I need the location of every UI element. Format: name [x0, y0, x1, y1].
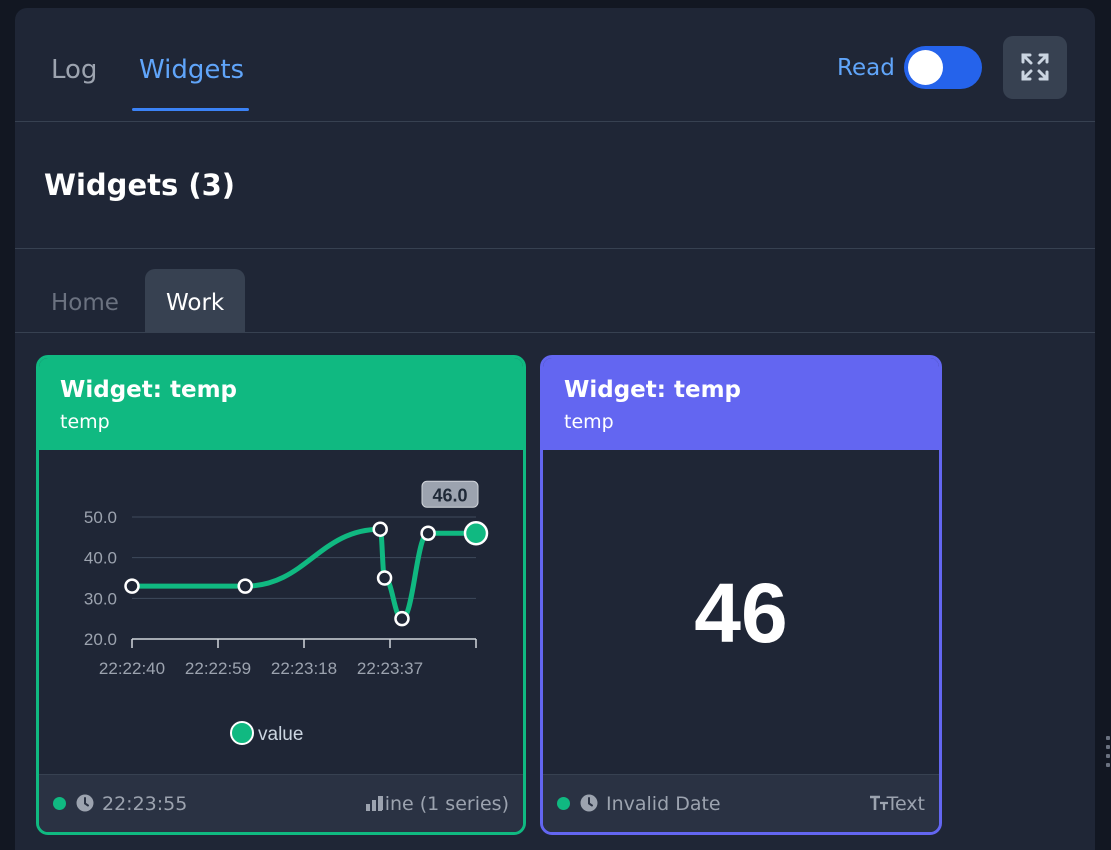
divider	[15, 248, 1095, 249]
x-tick-label: 22:22:40	[99, 659, 165, 678]
top-bar: Log Widgets Read	[15, 8, 1095, 122]
section-title: Widgets (3)	[44, 168, 236, 202]
subtab-work[interactable]: Work	[166, 290, 225, 316]
status-dot	[53, 797, 66, 810]
clock-icon	[76, 794, 94, 812]
expand-icon	[1021, 53, 1049, 81]
value-label: 46.0	[432, 485, 467, 505]
text-type-icon	[870, 795, 888, 810]
read-toggle-label: Read	[837, 55, 895, 81]
widget-subtitle: temp	[60, 411, 110, 433]
x-tick-label: 22:23:37	[357, 659, 423, 678]
data-point	[124, 578, 140, 594]
widget-card-header: Widget: temp temp	[39, 358, 523, 450]
series-line	[129, 526, 479, 622]
bar-chart-icon	[366, 796, 382, 811]
legend-label: value	[258, 724, 303, 745]
widget-subtitle: temp	[564, 411, 614, 433]
widget-value: 46	[694, 566, 788, 660]
data-point	[463, 521, 489, 546]
widgets-panel: Log Widgets Read Widgets (3) Home Work W…	[15, 8, 1095, 850]
last-updated-time: 22:23:55	[102, 793, 188, 815]
data-point	[372, 521, 388, 537]
line-chart: 20.0 30.0 40.0 50.0 22:22:40 22:22:59 22:23:18…	[84, 480, 489, 745]
scrollbar-handle[interactable]	[1106, 736, 1110, 770]
widget-card-header: Widget: temp temp	[543, 358, 939, 450]
toggle-knob	[908, 50, 943, 85]
widget-card-text[interactable]: Widget: temp temp 46 Invalid Date Text	[540, 355, 942, 835]
tab-log[interactable]: Log	[51, 55, 98, 85]
subtab-work-background[interactable]	[145, 269, 245, 333]
last-updated-time: Invalid Date	[606, 793, 721, 815]
divider	[15, 332, 1095, 333]
value-label-box	[421, 480, 479, 508]
data-point	[394, 610, 410, 627]
y-tick-label: 50.0	[84, 508, 117, 527]
data-point	[376, 570, 393, 586]
data-point	[237, 578, 253, 594]
expand-button[interactable]	[1003, 36, 1067, 99]
subtab-home[interactable]: Home	[51, 290, 119, 316]
widget-card-footer: Invalid Date Text	[543, 774, 939, 832]
tab-widgets[interactable]: Widgets	[139, 55, 245, 85]
read-toggle[interactable]	[904, 46, 982, 89]
widget-title: Widget: temp	[60, 377, 238, 403]
y-tick-label: 30.0	[84, 589, 117, 608]
y-tick-label: 40.0	[84, 549, 117, 568]
widget-type: line (1 series)	[379, 793, 509, 815]
active-tab-indicator	[132, 108, 249, 111]
status-dot	[557, 797, 570, 810]
widget-title: Widget: temp	[564, 377, 742, 403]
legend-marker	[230, 721, 254, 745]
x-tick-label: 22:22:59	[185, 659, 251, 678]
clock-icon	[580, 794, 598, 812]
widget-type: Text	[886, 793, 925, 815]
y-tick-label: 20.0	[84, 630, 117, 649]
widget-card-chart[interactable]: Widget: temp temp 20.0 30.0 40.0 50.0 22:22:…	[36, 355, 526, 835]
data-point	[420, 525, 436, 542]
x-tick-label: 22:23:18	[271, 659, 337, 678]
widget-card-footer: 22:23:55 line (1 series)	[39, 774, 523, 832]
